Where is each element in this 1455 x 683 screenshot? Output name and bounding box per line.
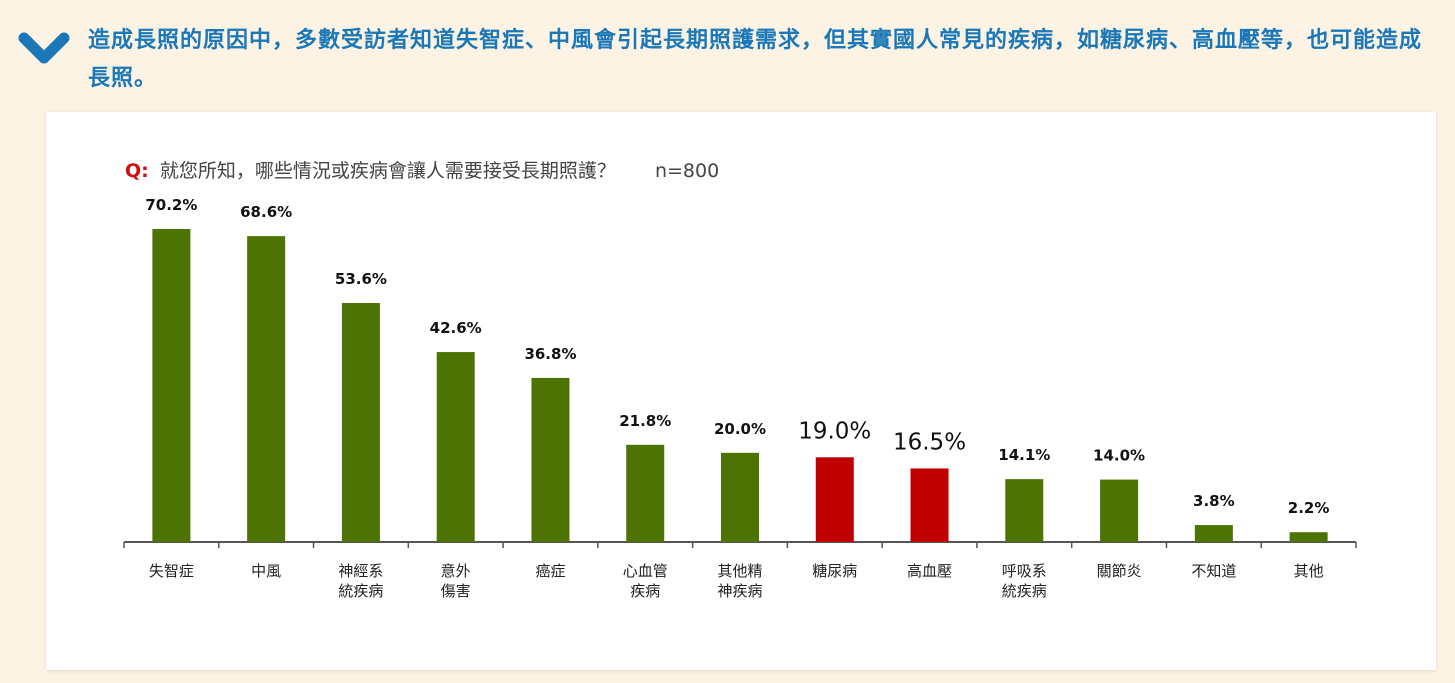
category-label: 呼吸系 bbox=[1002, 562, 1047, 580]
category-label: 糖尿病 bbox=[812, 562, 857, 580]
value-labels: 70.2% 68.6% 53.6% 42.6% 36.8% 21.8% 20.0% 19.0%… bbox=[145, 196, 1329, 517]
bar bbox=[1100, 479, 1139, 542]
category-label: 神經系 bbox=[338, 562, 383, 580]
bar bbox=[152, 229, 191, 542]
category-label: 中風 bbox=[251, 562, 281, 580]
value-label: 20.0% bbox=[714, 420, 766, 438]
chart-title: 就您所知，哪些情況或疾病會讓人需要接受長期照護？ bbox=[160, 160, 616, 182]
bar bbox=[436, 352, 475, 542]
value-label: 3.8% bbox=[1193, 492, 1235, 510]
value-label: 2.2% bbox=[1288, 499, 1330, 517]
bar bbox=[626, 444, 665, 542]
bar bbox=[531, 377, 570, 542]
category-label: 疾病 bbox=[630, 582, 660, 600]
bar bbox=[341, 303, 380, 542]
bar bbox=[1289, 532, 1328, 542]
value-label: 14.1% bbox=[998, 446, 1050, 464]
bar bbox=[815, 457, 854, 542]
chart-question: Q: 就您所知，哪些情況或疾病會讓人需要接受長期照護？ n=800 bbox=[125, 160, 719, 182]
category-label: 其他 bbox=[1294, 562, 1324, 580]
category-label: 神疾病 bbox=[717, 582, 762, 600]
category-label: 癌症 bbox=[535, 562, 565, 580]
value-label: 53.6% bbox=[335, 270, 387, 288]
category-label: 其他精 bbox=[717, 562, 762, 580]
category-label: 傷害 bbox=[441, 582, 471, 600]
value-label: 36.8% bbox=[524, 345, 576, 363]
x-axis bbox=[123, 541, 1357, 548]
value-label: 14.0% bbox=[1093, 447, 1145, 465]
question-prefix: Q: bbox=[125, 160, 149, 182]
bars bbox=[152, 229, 1328, 542]
bar bbox=[1194, 525, 1233, 542]
category-label: 關節炎 bbox=[1097, 562, 1142, 580]
headline: 造成長照的原因中，多數受訪者知道失智症、中風會引起長期照護需求，但其實國人常見的… bbox=[18, 22, 1443, 98]
value-label: 16.5% bbox=[893, 429, 966, 455]
category-label: 失智症 bbox=[149, 562, 194, 580]
bar bbox=[910, 468, 949, 542]
chart-card: Q: 就您所知，哪些情況或疾病會讓人需要接受長期照護？ n=800 70.2% 6… bbox=[46, 112, 1436, 670]
value-label: 68.6% bbox=[240, 203, 292, 221]
value-label: 70.2% bbox=[145, 196, 197, 214]
chevron-down-icon bbox=[18, 32, 70, 64]
headline-text: 造成長照的原因中，多數受訪者知道失智症、中風會引起長期照護需求，但其實國人常見的… bbox=[88, 28, 1423, 91]
sample-size: n=800 bbox=[655, 160, 719, 182]
category-label: 不知道 bbox=[1191, 562, 1236, 580]
value-label: 19.0% bbox=[798, 418, 871, 444]
category-label: 高血壓 bbox=[907, 562, 952, 580]
category-label: 統疾病 bbox=[338, 582, 383, 600]
bar-chart: Q: 就您所知，哪些情況或疾病會讓人需要接受長期照護？ n=800 70.2% 6… bbox=[123, 160, 1357, 600]
value-label: 21.8% bbox=[619, 412, 671, 430]
bar bbox=[247, 236, 286, 542]
category-label: 意外 bbox=[441, 562, 471, 580]
bar bbox=[721, 452, 759, 542]
value-label: 42.6% bbox=[430, 319, 482, 337]
category-label: 統疾病 bbox=[1002, 582, 1047, 600]
bar bbox=[1005, 479, 1044, 542]
category-label: 心血管 bbox=[623, 562, 668, 580]
